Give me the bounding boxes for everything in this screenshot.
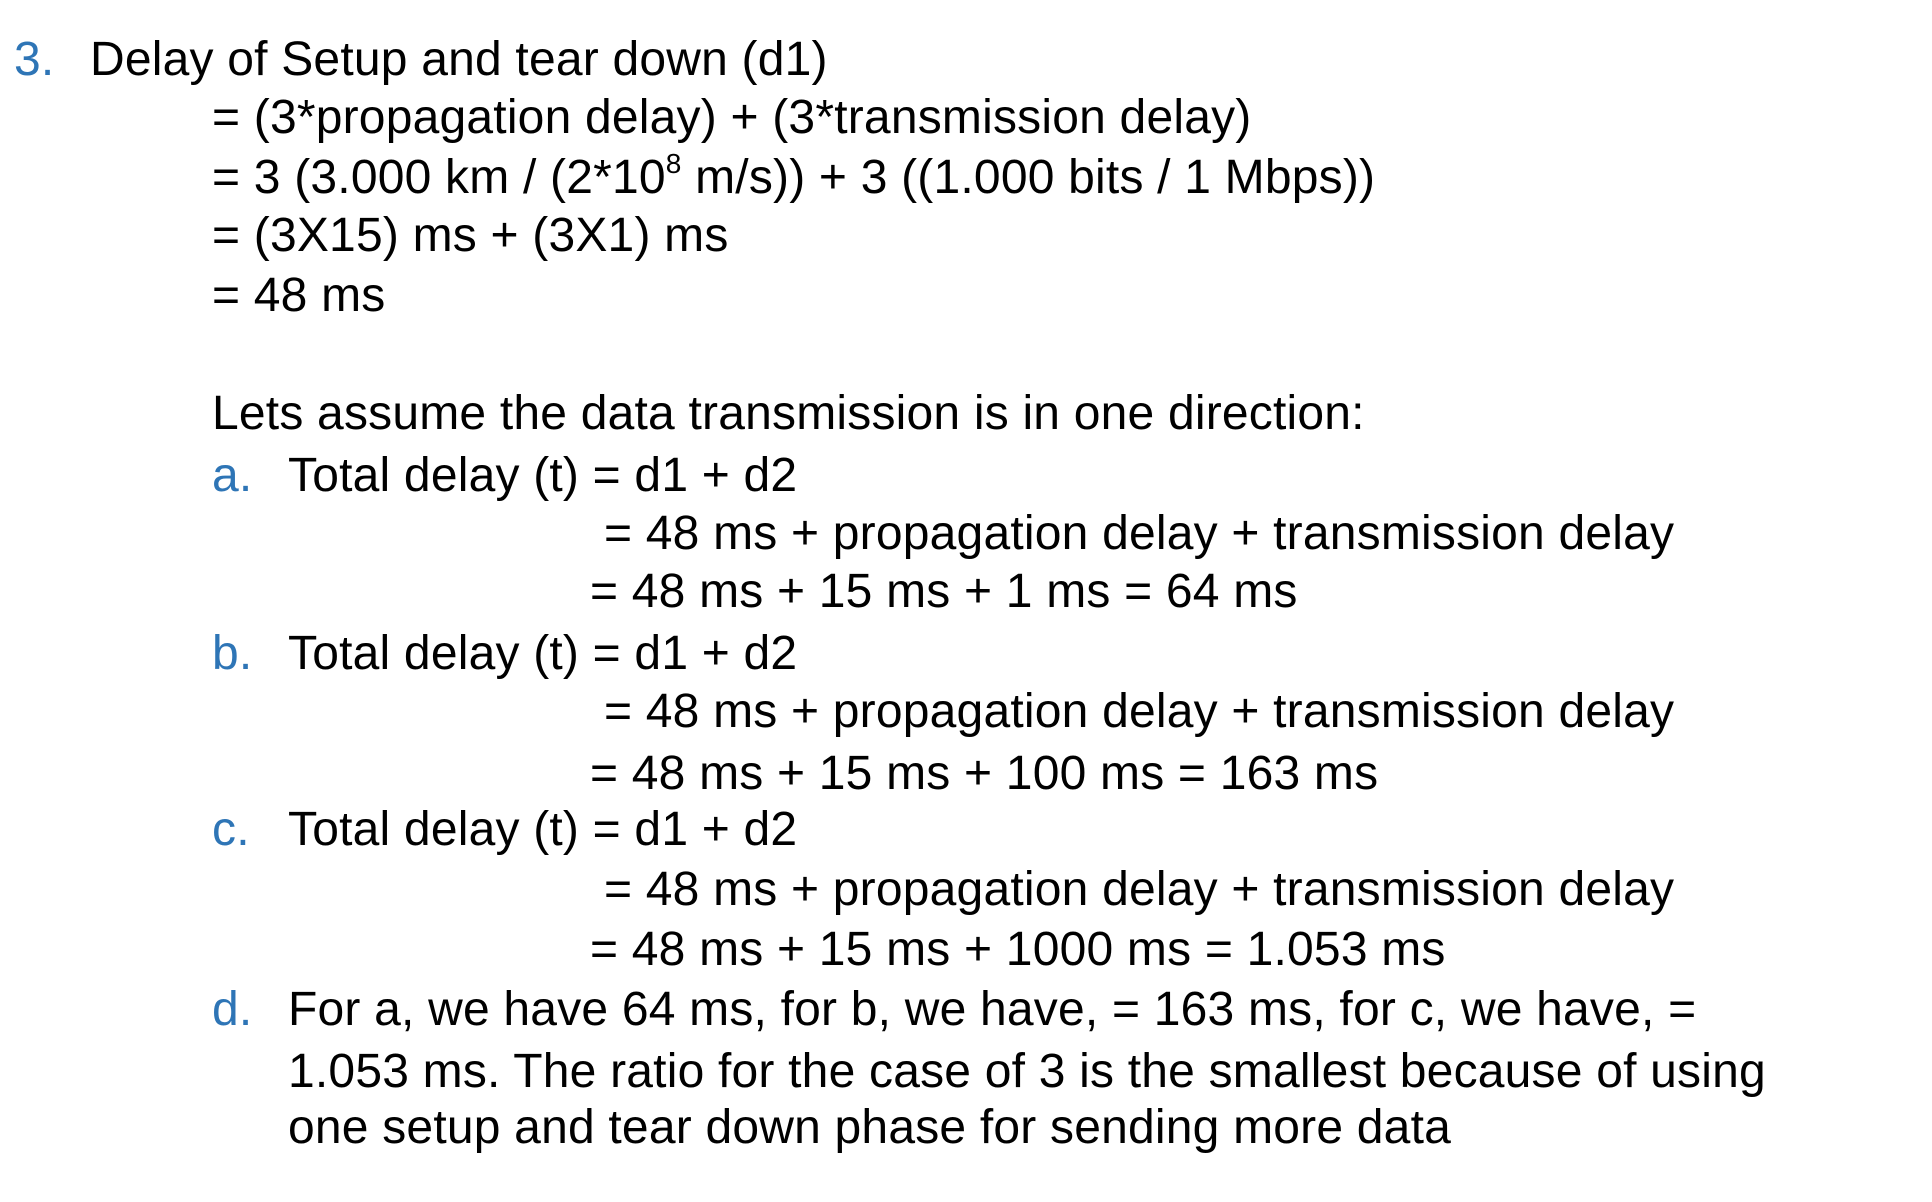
subitem-b-marker: b. — [212, 627, 253, 680]
subitem-b-line-3: = 48 ms + 15 ms + 100 ms = 163 ms — [590, 747, 1379, 800]
subitem-a-marker: a. — [212, 449, 253, 502]
subitem-c-line-1: Total delay (t) = d1 + d2 — [288, 803, 798, 856]
subitem-a-line-2: = 48 ms + propagation delay + transmissi… — [604, 507, 1675, 560]
formula-line-4: = 48 ms — [212, 269, 386, 322]
item-3-number: 3. — [14, 33, 55, 86]
subitem-c-marker: c. — [212, 803, 250, 856]
formula-line-2: = 3 (3.000 km / (2*108 m/s)) + 3 ((1.000… — [212, 150, 1375, 206]
item-d-line-2: 1.053 ms. The ratio for the case of 3 is… — [288, 1045, 1766, 1098]
item-d-marker: d. — [212, 983, 253, 1036]
subitem-b-line-1: Total delay (t) = d1 + d2 — [288, 627, 798, 680]
formula-line-1: = (3*propagation delay) + (3*transmissio… — [212, 91, 1252, 144]
item-d-line-1: For a, we have 64 ms, for b, we have, = … — [288, 983, 1697, 1036]
formula-line-2-rest: m/s)) + 3 ((1.000 bits / 1 Mbps)) — [681, 151, 1376, 204]
formula-line-3: = (3X15) ms + (3X1) ms — [212, 209, 729, 262]
formula-line-2-base: = 3 (3.000 km / (2*10 — [212, 151, 666, 204]
subitem-c-line-3: = 48 ms + 15 ms + 1000 ms = 1.053 ms — [590, 923, 1446, 976]
subitem-a-line-3: = 48 ms + 15 ms + 1 ms = 64 ms — [590, 565, 1298, 618]
subitem-b-line-2: = 48 ms + propagation delay + transmissi… — [604, 685, 1675, 738]
assumption-text: Lets assume the data transmission is in … — [212, 387, 1365, 440]
subitem-c-line-2: = 48 ms + propagation delay + transmissi… — [604, 863, 1675, 916]
item-3-title: Delay of Setup and tear down (d1) — [90, 33, 828, 86]
subitem-a-line-1: Total delay (t) = d1 + d2 — [288, 449, 798, 502]
item-d-line-3: one setup and tear down phase for sendin… — [288, 1101, 1451, 1154]
exponent: 8 — [665, 148, 682, 179]
